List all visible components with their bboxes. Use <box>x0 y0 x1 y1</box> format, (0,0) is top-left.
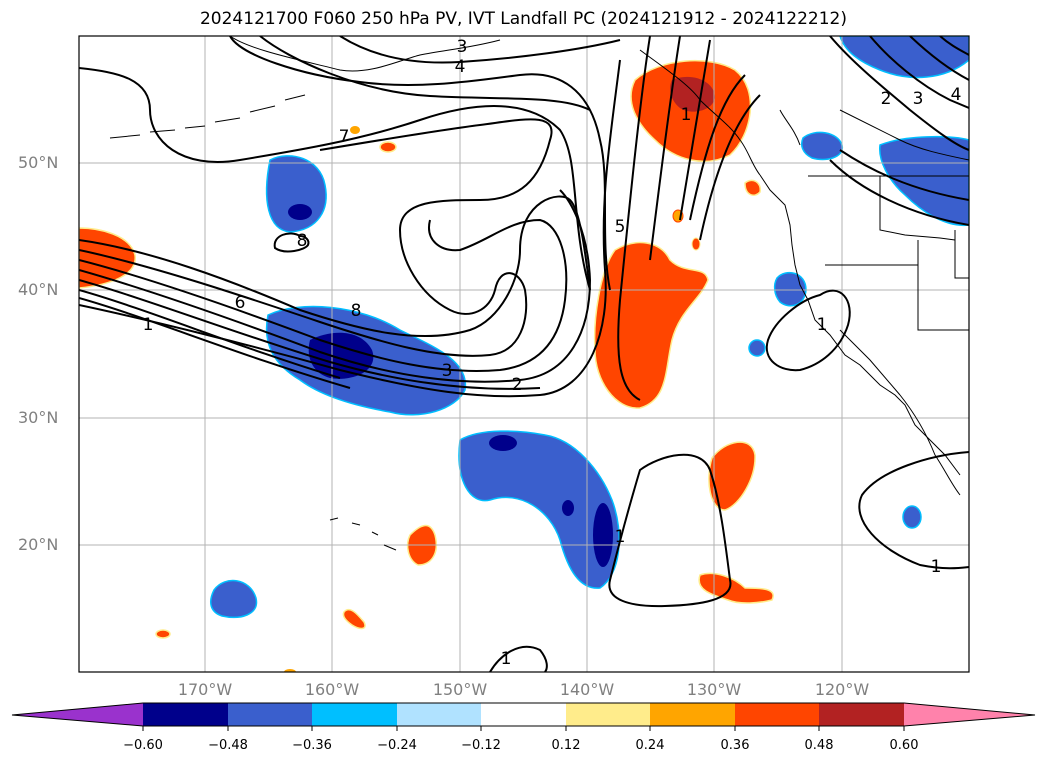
colorbar-tick-label: 0.48 <box>804 738 834 753</box>
graticule <box>79 36 969 672</box>
lon-label: 150°W <box>432 680 488 699</box>
lat-label: 40°N <box>18 280 59 299</box>
contour-label: 4 <box>951 85 962 105</box>
colorbar-tick-label: 0.36 <box>720 738 750 753</box>
contour-label: 4 <box>455 57 466 77</box>
contour-label: 1 <box>931 557 942 577</box>
negative-anomaly-shading <box>209 36 969 619</box>
lon-label: 120°W <box>814 680 870 699</box>
map-title: 2024121700 F060 250 hPa PV, IVT Landfall… <box>199 9 847 29</box>
contour-label: 3 <box>457 37 468 57</box>
lon-label: 140°W <box>559 680 615 699</box>
contour-label: 6 <box>235 293 246 313</box>
colorbar-segment <box>312 703 397 726</box>
colorbar-segment <box>735 703 819 726</box>
contour-label: 1 <box>501 649 512 669</box>
positive-anomaly-shading <box>79 60 774 672</box>
colorbar-tick-label: 0.60 <box>889 738 919 753</box>
colorbar-tick-label: −0.36 <box>292 738 332 753</box>
colorbar-segment <box>819 703 904 726</box>
map-border <box>78 35 970 673</box>
contour-label: 7 <box>339 127 350 147</box>
contour-label: 2 <box>881 89 892 109</box>
colorbar-tick-label: −0.60 <box>123 738 163 753</box>
contour-label: 1 <box>681 105 692 125</box>
colorbar-tick-label: 0.24 <box>635 738 665 753</box>
colorbar-segment <box>397 703 481 726</box>
contour-label: 1 <box>615 527 626 547</box>
lon-label: 130°W <box>686 680 742 699</box>
colorbar-segment <box>904 703 1035 726</box>
colorbar-segment <box>12 703 143 726</box>
pv-contours <box>79 36 969 672</box>
contour-label: 2 <box>512 375 523 395</box>
colorbar-segment <box>143 703 228 726</box>
lon-label: 160°W <box>304 680 360 699</box>
contour-label: 8 <box>297 231 308 251</box>
contour-label: 3 <box>913 89 924 109</box>
colorbar-segment <box>228 703 312 726</box>
colorbar-segment <box>481 703 566 726</box>
colorbar-segment <box>566 703 650 726</box>
colorbar-tick-label: −0.24 <box>377 738 417 753</box>
lon-label: 170°W <box>177 680 233 699</box>
lat-label: 50°N <box>18 153 59 172</box>
contour-label: 1 <box>143 315 154 335</box>
colorbar <box>11 702 1036 731</box>
contour-label: 3 <box>442 361 453 381</box>
lat-label: 30°N <box>18 408 59 427</box>
contour-label: 8 <box>351 301 362 321</box>
lat-label: 20°N <box>18 535 59 554</box>
colorbar-tick-label: −0.48 <box>208 738 248 753</box>
colorbar-segment <box>650 703 735 726</box>
colorbar-tick-label: −0.12 <box>461 738 501 753</box>
contour-label: 5 <box>615 217 626 237</box>
colorbar-tick-label: 0.12 <box>551 738 581 753</box>
contour-labels: 3 4 7 8 6 1 8 3 2 5 2 3 4 1 1 1 1 1 <box>143 37 962 669</box>
contour-label: 1 <box>817 315 828 335</box>
